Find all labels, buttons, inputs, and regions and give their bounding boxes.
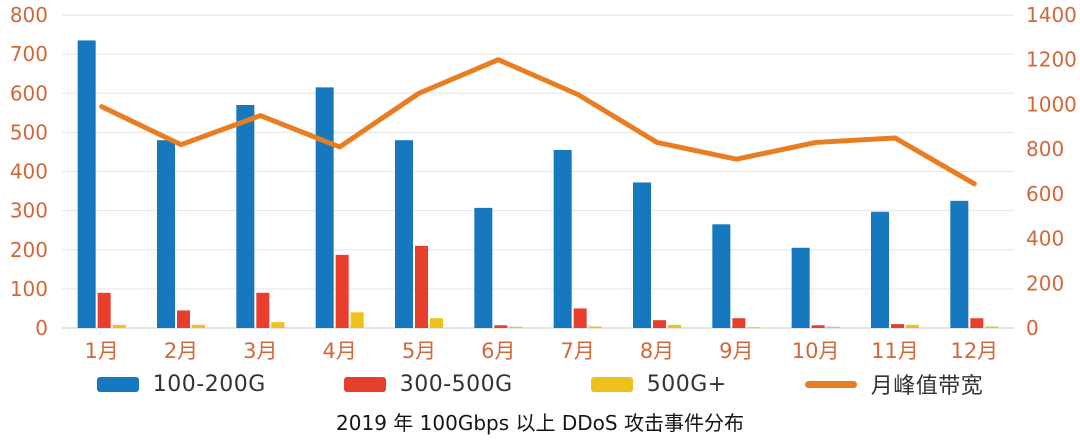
- bar-500G+-8月: [668, 324, 681, 328]
- bar-100-200G-12月: [950, 200, 969, 328]
- bar-300-500G-5月: [415, 245, 428, 328]
- bar-300-500G-3月: [256, 292, 270, 328]
- legend-label-500g-plus: 500G+: [646, 371, 727, 397]
- chart-legend: 100-200G 300-500G 500G+ 月峰值带宽: [0, 368, 1080, 400]
- bar-500G+-5月: [430, 318, 443, 328]
- bar-300-500G-10月: [811, 325, 825, 328]
- bar-500G+-9月: [747, 327, 761, 329]
- right-axis-tick: 800: [1026, 137, 1064, 161]
- left-axis-tick: 0: [35, 316, 48, 340]
- right-axis-tick: 1000: [1026, 92, 1077, 116]
- right-axis-tick: 1400: [1026, 3, 1077, 27]
- bar-100-200G-8月: [633, 182, 651, 328]
- bar-100-200G-3月: [236, 104, 255, 328]
- bar-100-200G-2月: [157, 140, 175, 328]
- bar-500G+-3月: [271, 322, 285, 328]
- bar-300-500G-12月: [970, 318, 984, 328]
- right-axis-tick: 0: [1026, 316, 1039, 340]
- legend-label-100-200g: 100-200G: [152, 371, 266, 397]
- bar-300-500G-9月: [732, 318, 746, 328]
- x-axis-label: 8月: [640, 339, 674, 363]
- bar-300-500G-1月: [97, 292, 111, 328]
- legend-item-100-200g: 100-200G: [96, 371, 266, 397]
- bar-300-500G-7月: [573, 308, 587, 328]
- chart-canvas: 0 100 200 300 400 500 600 700 800 0 200 400 600 800 10…: [10, 3, 1077, 363]
- bar-300-500G-11月: [891, 324, 904, 328]
- right-axis-tick: 600: [1026, 182, 1064, 206]
- bar-100-200G-9月: [712, 224, 731, 328]
- left-axis-tick: 400: [10, 160, 48, 184]
- bar-500G+-11月: [906, 324, 919, 328]
- x-axis-label: 6月: [481, 339, 515, 363]
- right-axis-tick: 400: [1026, 227, 1064, 251]
- bar-500G+-7月: [588, 326, 602, 328]
- bar-100-200G-1月: [77, 40, 96, 329]
- bar-100-200G-4月: [315, 87, 334, 328]
- left-axis-tick: 800: [10, 3, 48, 27]
- legend-swatch-300-500g: [343, 376, 386, 392]
- left-axis-tick: 500: [10, 120, 48, 144]
- bar-300-500G-4月: [335, 254, 349, 328]
- x-axis-label: 9月: [719, 339, 753, 363]
- left-axis-tick: 600: [10, 81, 48, 105]
- bar-500G+-4月: [350, 312, 364, 328]
- right-axis-tick: 200: [1026, 271, 1064, 295]
- right-axis-tick: 1200: [1026, 48, 1077, 72]
- bar-100-200G-5月: [395, 140, 413, 328]
- left-axis-tick: 100: [10, 277, 48, 301]
- left-axis-tick: 700: [10, 42, 48, 66]
- bar-500G+-2月: [192, 324, 205, 328]
- bar-100-200G-6月: [474, 207, 493, 328]
- x-axis-label: 4月: [322, 339, 356, 363]
- x-axis-label: 2月: [164, 339, 198, 363]
- legend-swatch-100-200g: [96, 376, 139, 392]
- x-axis-label: 1月: [84, 339, 118, 363]
- bar-100-200G-7月: [553, 149, 572, 328]
- legend-swatch-500g-plus: [590, 376, 633, 392]
- x-axis-label: 12月: [950, 339, 998, 363]
- x-axis-label: 5月: [402, 339, 436, 363]
- legend-label-300-500g: 300-500G: [399, 371, 513, 397]
- legend-item-monthly-peak-bandwidth: 月峰值带宽: [804, 368, 984, 400]
- bar-300-500G-2月: [177, 310, 190, 328]
- bar-500G+-1月: [112, 324, 126, 328]
- left-axis-tick: 200: [10, 238, 48, 262]
- x-axis-label: 10月: [792, 339, 840, 363]
- chart-title: 2019 年 100Gbps 以上 DDoS 攻击事件分布: [336, 411, 744, 435]
- bar-100-200G-10月: [791, 247, 810, 328]
- x-axis-label: 7月: [560, 339, 594, 363]
- bar-100-200G-11月: [871, 211, 889, 328]
- bar-500G+-6月: [509, 326, 523, 328]
- bar-500G+-10月: [826, 326, 840, 328]
- line-monthly-peak-bandwidth: [99, 57, 977, 187]
- legend-item-500g-plus: 500G+: [590, 371, 727, 397]
- legend-swatch-monthly-peak-bandwidth: [804, 380, 857, 388]
- x-axis-label: 3月: [243, 339, 277, 363]
- bar-300-500G-6月: [494, 325, 508, 328]
- bar-300-500G-8月: [653, 320, 666, 328]
- legend-item-300-500g: 300-500G: [343, 371, 513, 397]
- bar-500G+-12月: [985, 326, 999, 328]
- left-axis-tick: 300: [10, 199, 48, 223]
- x-axis-label: 11月: [871, 339, 919, 363]
- legend-label-monthly-peak-bandwidth: 月峰值带宽: [870, 374, 984, 399]
